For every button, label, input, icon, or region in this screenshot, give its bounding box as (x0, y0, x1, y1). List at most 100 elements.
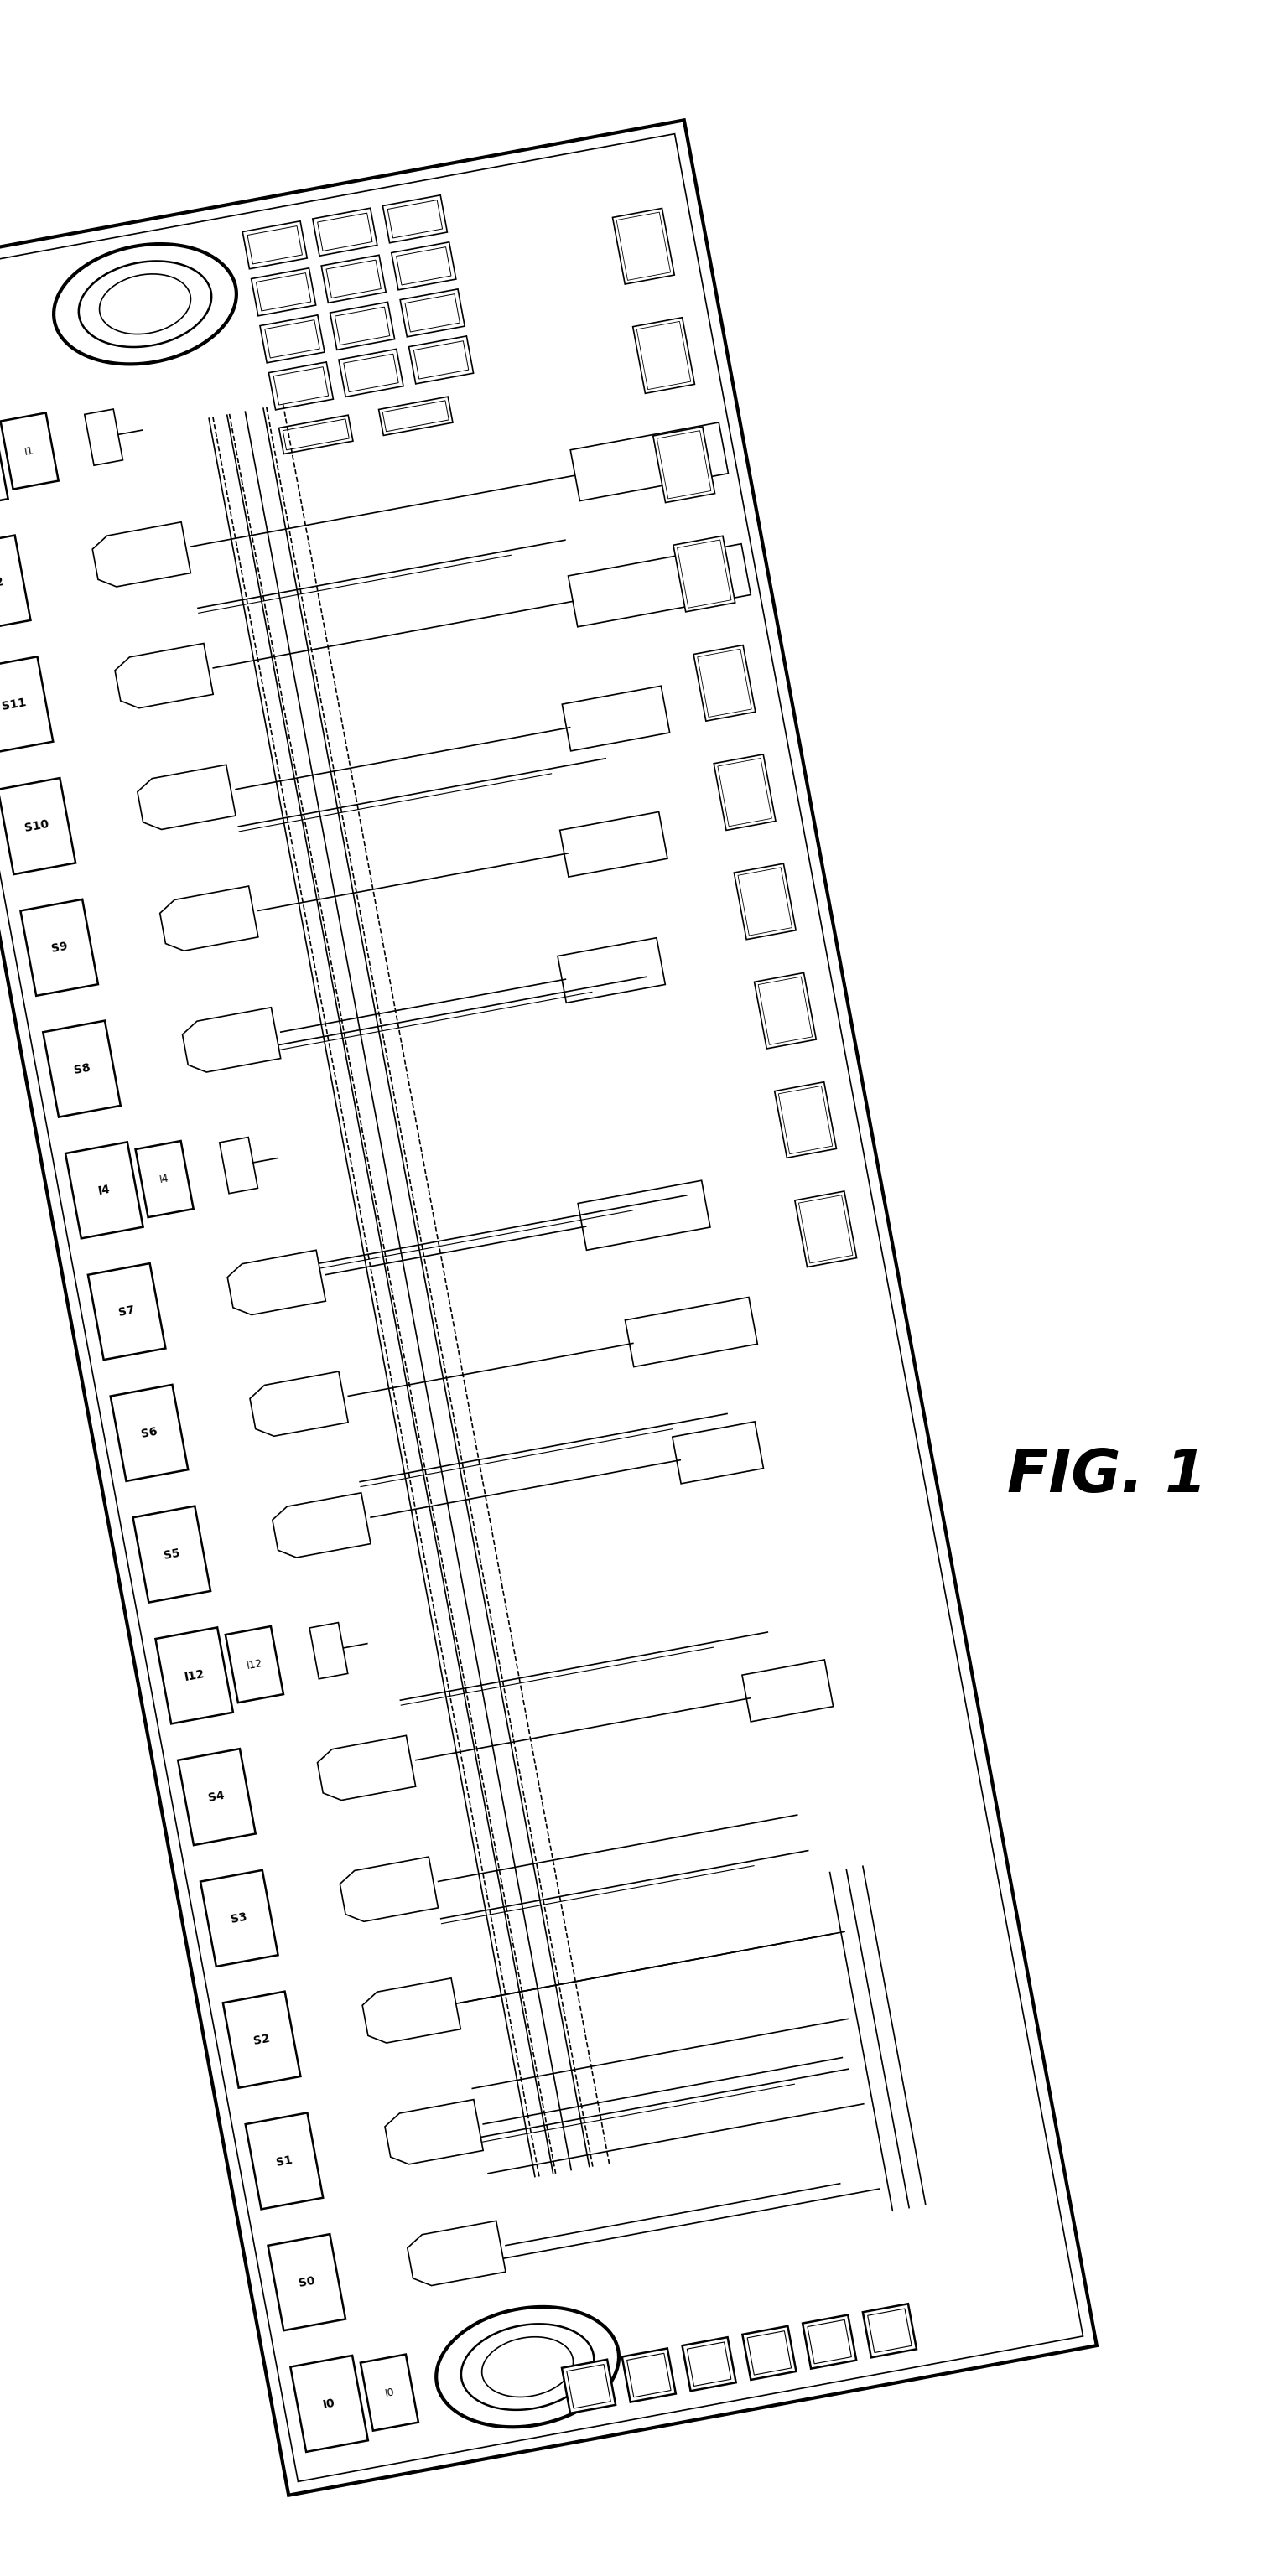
Text: I1: I1 (23, 446, 35, 456)
Polygon shape (200, 1870, 278, 1965)
Text: S3: S3 (230, 1911, 249, 1927)
Polygon shape (85, 410, 123, 466)
Polygon shape (182, 1007, 281, 1072)
Polygon shape (219, 1136, 258, 1193)
Polygon shape (867, 2308, 912, 2352)
Polygon shape (339, 348, 403, 397)
Text: FIG. 1: FIG. 1 (1007, 1448, 1207, 1504)
Polygon shape (133, 1507, 210, 1602)
Polygon shape (362, 1978, 461, 2043)
Polygon shape (382, 399, 449, 433)
Polygon shape (627, 2354, 671, 2398)
Polygon shape (677, 541, 731, 608)
Polygon shape (568, 544, 751, 626)
Polygon shape (743, 2326, 797, 2380)
Text: I12: I12 (183, 1667, 205, 1682)
Text: S0: S0 (298, 2275, 316, 2290)
Polygon shape (344, 353, 399, 392)
Polygon shape (0, 121, 1097, 2496)
Polygon shape (742, 1659, 833, 1721)
Polygon shape (683, 2336, 736, 2391)
Polygon shape (0, 657, 53, 752)
Text: I0: I0 (322, 2396, 336, 2411)
Polygon shape (717, 757, 772, 827)
Polygon shape (290, 2354, 368, 2452)
Polygon shape (278, 415, 353, 453)
Polygon shape (803, 2316, 856, 2370)
Text: S7: S7 (118, 1303, 136, 1319)
Polygon shape (110, 1386, 189, 1481)
Text: S4: S4 (208, 1790, 226, 1803)
Polygon shape (633, 317, 694, 394)
Polygon shape (461, 2324, 594, 2411)
Text: I4: I4 (98, 1182, 112, 1198)
Polygon shape (622, 2349, 676, 2401)
Polygon shape (409, 335, 473, 384)
Polygon shape (794, 1190, 857, 1267)
Polygon shape (734, 863, 795, 940)
Polygon shape (559, 811, 667, 876)
Polygon shape (378, 397, 453, 435)
Polygon shape (309, 1623, 348, 1680)
Polygon shape (257, 273, 310, 312)
Polygon shape (436, 2308, 618, 2427)
Polygon shape (617, 211, 671, 281)
Polygon shape (636, 322, 690, 389)
Polygon shape (567, 2365, 611, 2409)
Polygon shape (264, 319, 319, 358)
Text: S8: S8 (73, 1061, 91, 1077)
Polygon shape (0, 412, 59, 489)
Polygon shape (625, 1298, 757, 1368)
Polygon shape (245, 2112, 323, 2210)
Polygon shape (0, 134, 1083, 2481)
Text: S1: S1 (275, 2154, 294, 2169)
Polygon shape (65, 1141, 142, 1239)
Polygon shape (248, 227, 303, 263)
Polygon shape (136, 1141, 194, 1218)
Polygon shape (226, 1625, 284, 1703)
Polygon shape (330, 301, 395, 350)
Polygon shape (92, 523, 191, 587)
Polygon shape (54, 245, 236, 363)
Polygon shape (317, 1736, 416, 1801)
Polygon shape (273, 366, 328, 404)
Polygon shape (89, 1262, 166, 1360)
Polygon shape (0, 415, 8, 510)
Polygon shape (0, 536, 31, 631)
Polygon shape (251, 268, 316, 317)
Polygon shape (612, 209, 675, 283)
Polygon shape (713, 755, 776, 829)
Text: S12: S12 (0, 574, 5, 592)
Text: I0: I0 (384, 2385, 395, 2398)
Polygon shape (178, 1749, 255, 1844)
Polygon shape (78, 260, 212, 348)
Polygon shape (361, 2354, 418, 2432)
Polygon shape (387, 201, 443, 237)
Polygon shape (562, 2360, 616, 2414)
Polygon shape (0, 778, 76, 873)
Polygon shape (42, 1020, 121, 1118)
Polygon shape (694, 644, 756, 721)
Polygon shape (562, 685, 670, 752)
Polygon shape (268, 363, 334, 410)
Text: S6: S6 (140, 1425, 158, 1440)
Polygon shape (317, 214, 372, 250)
Polygon shape (577, 1180, 711, 1249)
Polygon shape (405, 294, 459, 332)
Polygon shape (155, 1628, 234, 1723)
Polygon shape (571, 422, 729, 500)
Text: S2: S2 (253, 2032, 271, 2048)
Polygon shape (160, 886, 258, 951)
Polygon shape (382, 196, 448, 242)
Polygon shape (698, 649, 752, 716)
Polygon shape (400, 289, 464, 337)
Polygon shape (250, 1370, 348, 1437)
Polygon shape (282, 420, 349, 451)
Polygon shape (775, 1082, 837, 1157)
Polygon shape (482, 2336, 574, 2398)
Text: S5: S5 (163, 1548, 181, 1561)
Polygon shape (558, 938, 666, 1002)
Polygon shape (807, 2321, 852, 2365)
Polygon shape (747, 2331, 792, 2375)
Polygon shape (335, 307, 390, 345)
